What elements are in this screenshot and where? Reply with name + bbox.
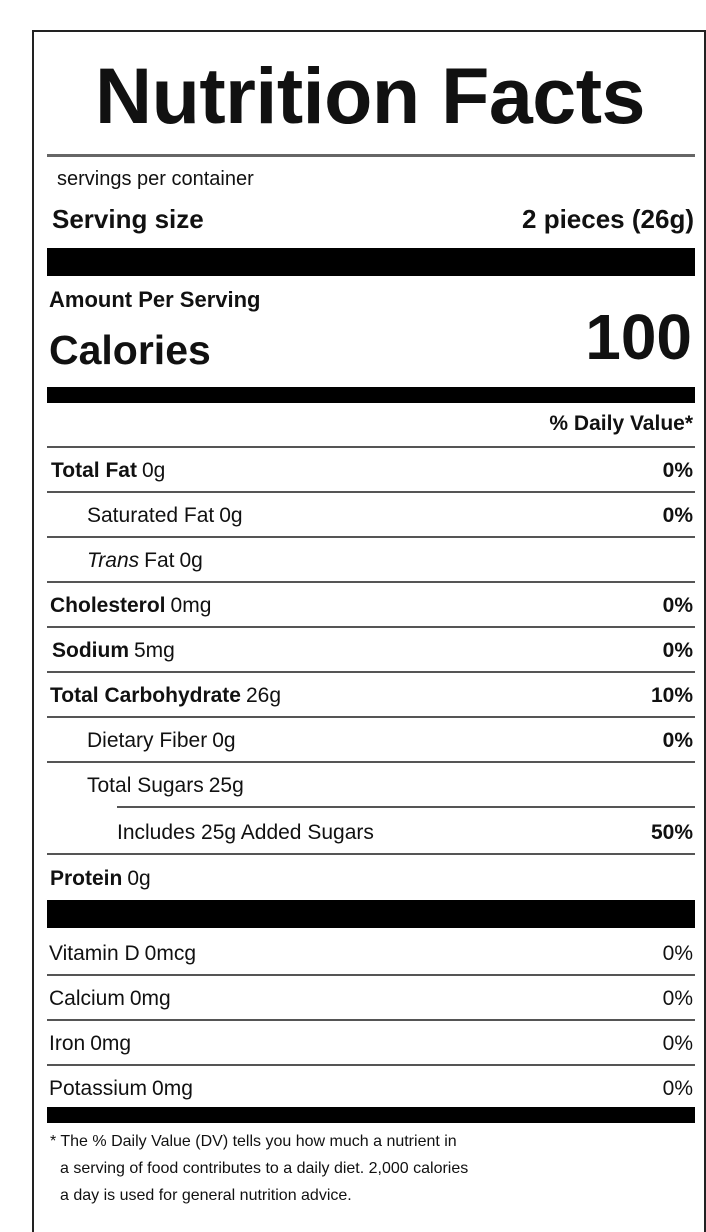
vitamin-dv: 0% — [662, 942, 693, 965]
nutrient-row: Includes 25g Added Sugars 50% — [47, 810, 695, 855]
vitamin-name: Calcium — [49, 987, 125, 1010]
nutrient-name-box: Total Carbohydrate 26g — [50, 673, 281, 718]
thick-bar — [47, 900, 695, 928]
vitamin-amount: 0mg — [129, 987, 171, 1010]
nutrient-row: Protein 0g — [47, 856, 695, 899]
label-title: Nutrition Facts — [95, 51, 645, 140]
nutrient-amount: 25g — [208, 774, 244, 797]
nutrient-row: Total Carbohydrate 26g 10% — [47, 673, 695, 718]
nutrient-row: Cholesterol 0mg 0% — [47, 583, 695, 628]
nutrient-amount: 5mg — [134, 639, 175, 662]
vitamin-amount: 0mg — [90, 1032, 132, 1055]
nutrient-dv: 0% — [662, 459, 693, 482]
nutrient-amount: 0g — [127, 867, 151, 890]
nutrient-amount: 0g — [141, 459, 166, 482]
nutrient-name-box: Trans Fat 0g — [87, 538, 203, 583]
nutrient-name: Protein — [50, 867, 123, 890]
vitamin-name-box: Iron 0mg — [49, 1021, 131, 1066]
nutrient-amount: 0g — [219, 504, 243, 527]
dv-header: % Daily Value* — [549, 412, 693, 435]
nutrient-name-box: Saturated Fat 0g — [87, 493, 243, 538]
nutrient-amount: 26g — [245, 684, 282, 707]
nutrient-amount: 0g — [179, 549, 203, 572]
vitamin-row: Vitamin D 0mcg 0% — [47, 931, 695, 976]
vitamin-dv: 0% — [662, 1077, 693, 1100]
serving-size-value: 2 pieces (26g) — [522, 204, 694, 234]
nutrient-dv: 0% — [662, 639, 693, 662]
nutrient-amount: 0mg — [170, 594, 212, 617]
nutrient-row: Dietary Fiber 0g 0% — [47, 718, 695, 763]
footnote-line: * The % Daily Value (DV) tells you how m… — [50, 1133, 457, 1150]
nutrient-name: Sodium — [52, 639, 129, 662]
nutrient-name-box: Dietary Fiber 0g — [87, 718, 236, 763]
divider — [117, 806, 695, 808]
nutrient-name-box: Includes 25g Added Sugars — [117, 810, 374, 855]
nutrient-name: Fat — [144, 549, 175, 572]
nutrient-name: Total Fat — [51, 459, 137, 482]
calories-label: Calories — [49, 327, 211, 373]
nutrient-dv: 50% — [650, 821, 693, 844]
nutrient-name-box: Cholesterol 0mg — [50, 583, 211, 628]
vitamin-amount: 0mcg — [144, 942, 197, 965]
thick-bar — [47, 248, 695, 276]
dv-header-row: % Daily Value* — [47, 404, 695, 448]
nutrient-name-italic: Trans — [87, 549, 140, 572]
nutrient-name: Includes 25g Added Sugars — [117, 821, 374, 844]
nutrient-row: Total Sugars 25g — [47, 763, 695, 808]
vitamin-name-box: Potassium 0mg — [49, 1066, 193, 1111]
nutrient-name: Saturated Fat — [87, 504, 215, 527]
serving-size-label: Serving size — [52, 204, 204, 234]
nutrient-name-box: Sodium 5mg — [52, 628, 175, 673]
nutrient-amount: 0g — [212, 729, 236, 752]
vitamin-row: Potassium 0mg 0% — [47, 1066, 695, 1109]
footnote-line: a serving of food contributes to a daily… — [60, 1160, 469, 1177]
nutrient-name-box: Total Sugars 25g — [87, 763, 244, 808]
nutrient-row: Total Fat 0g 0% — [47, 448, 695, 493]
nutrient-dv: 0% — [662, 504, 693, 527]
vitamin-dv: 0% — [662, 1032, 693, 1055]
nutrient-row: Saturated Fat 0g 0% — [47, 493, 695, 538]
vitamin-name: Vitamin D — [49, 942, 140, 965]
vitamin-name: Potassium — [49, 1077, 148, 1100]
thick-bar — [47, 387, 695, 403]
nutrient-dv: 10% — [650, 684, 693, 707]
vitamin-name-box: Vitamin D 0mcg — [49, 931, 196, 976]
nutrient-name-box: Total Fat 0g — [51, 448, 165, 493]
nutrient-name: Cholesterol — [50, 594, 166, 617]
page: Nutrition Facts servings per container S… — [32, 30, 706, 1232]
nutrient-dv: 0% — [662, 594, 693, 617]
vitamin-row: Iron 0mg 0% — [47, 1021, 695, 1066]
vitamin-amount: 0mg — [152, 1077, 193, 1100]
nutrient-row: Sodium 5mg 0% — [47, 628, 695, 673]
calories-value: 100 — [585, 301, 692, 373]
nutrient-name: Dietary Fiber — [87, 729, 208, 752]
vitamin-name-box: Calcium 0mg — [49, 976, 171, 1021]
footnote-line: a day is used for general nutrition advi… — [60, 1187, 352, 1204]
nutrient-name: Total Sugars — [87, 774, 204, 797]
servings-per-container: servings per container — [57, 168, 254, 190]
vitamin-name: Iron — [49, 1032, 86, 1055]
nutrient-row: Trans Fat 0g — [47, 538, 695, 583]
vitamin-dv: 0% — [662, 987, 693, 1010]
vitamin-row: Calcium 0mg 0% — [47, 976, 695, 1021]
nutrient-name-box: Protein 0g — [50, 856, 151, 901]
amount-per-serving: Amount Per Serving — [49, 287, 261, 312]
label-border — [32, 30, 706, 1232]
thick-bar — [47, 1107, 695, 1123]
nutrient-name: Total Carbohydrate — [50, 684, 241, 707]
divider — [47, 154, 695, 157]
nutrient-dv: 0% — [662, 729, 693, 752]
